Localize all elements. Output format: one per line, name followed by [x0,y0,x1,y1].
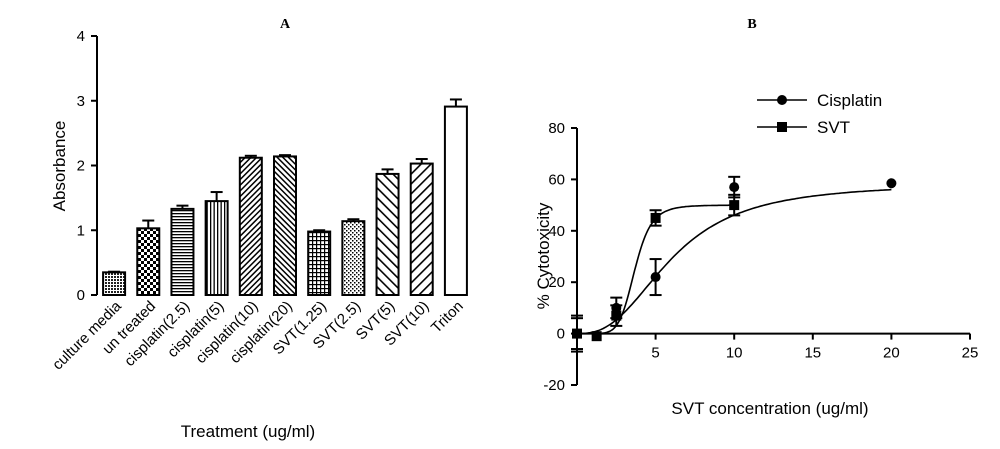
bar [307,230,332,296]
x-tick-label: 5 [651,345,659,362]
x-tick-label: 25 [962,345,979,362]
x-tick-label: Triton [428,298,467,337]
y-tick-label: 0 [77,287,85,304]
bar [443,105,468,296]
panel-b-dose-response-chart: B -20 0 20 40 60 80 5 10 15 20 25 % Cytotoxicity SVT … [534,17,978,418]
data-point-square [650,212,661,223]
y-tick-label: 3 [77,93,85,110]
legend-label: SVT [817,118,850,137]
y-tick-label: 4 [77,28,85,45]
bar [341,220,366,296]
x-axis-title: Treatment (ug/ml) [181,422,315,441]
bar [102,271,127,296]
y-tick-label: -20 [543,377,565,394]
y-axis-title: % Cytotoxicity [534,202,553,309]
bar [375,172,400,296]
legend-label: Cisplatin [817,91,882,110]
bar [238,156,263,296]
x-tick-label: 10 [726,345,743,362]
bar [273,155,297,296]
panel-label: B [747,17,756,32]
data-point-circle [886,178,897,189]
y-tick-label: 0 [557,326,565,343]
y-tick-label: 40 [548,223,565,240]
y-axis-title: Absorbance [50,121,69,212]
y-tick-label: 60 [548,171,565,188]
y-tick-label: 20 [548,274,565,291]
x-axis-title: SVT concentration (ug/ml) [671,399,868,418]
bar [204,200,229,296]
y-tick-label: 80 [548,120,565,137]
x-tick-label: 20 [883,345,900,362]
x-tick-label: 15 [804,345,821,362]
data-point-square [591,331,602,342]
data-point-square [729,200,740,211]
legend-marker-square [777,122,787,132]
panel-label: A [280,17,291,32]
bar [170,207,195,297]
data-point-circle [729,182,740,193]
data-point-circle [650,272,661,283]
y-tick-label: 2 [77,158,85,175]
bar [409,162,434,296]
legend-marker-circle [777,95,787,105]
data-point-square [572,328,582,339]
data-point-square [611,310,622,321]
y-tick-label: 1 [77,222,85,239]
bar [136,227,161,296]
